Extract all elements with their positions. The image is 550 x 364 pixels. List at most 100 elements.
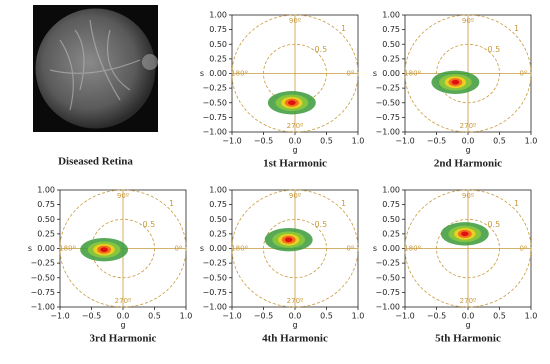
y-tick-label: −0.25	[375, 259, 400, 268]
angle-label: 180º	[231, 70, 248, 78]
x-tick-label: 0.0	[462, 312, 475, 321]
reference-circle	[59, 189, 187, 308]
reference-circle	[404, 189, 532, 308]
y-tick-label: 0.25	[382, 54, 400, 63]
y-tick-label: −0.75	[202, 113, 227, 122]
x-tick-label: 0.5	[148, 312, 161, 321]
circle-label: 0.5	[142, 220, 155, 229]
y-tick-label: 0.75	[209, 25, 227, 34]
angle-label: 270º	[287, 297, 304, 305]
circle-label: 0.5	[314, 45, 327, 54]
retina-image	[33, 5, 158, 132]
y-tick-label: −1.00	[30, 303, 55, 312]
y-axis-label: s	[200, 69, 204, 78]
phasor-plot: −1.0 −0.5 0.0 0.5 1.0 −1.00 −0.75 −0.50 −0.25 0.0…	[28, 186, 192, 345]
x-tick-label: −0.5	[82, 312, 101, 321]
density-blob	[284, 237, 293, 243]
y-tick-label: −0.75	[30, 288, 55, 297]
angle-label: 0º	[520, 245, 528, 253]
y-tick-label: 1.00	[382, 186, 400, 195]
y-tick-label: 0.75	[382, 25, 400, 34]
reference-circle	[231, 189, 359, 308]
x-tick-label: −0.5	[427, 312, 446, 321]
angle-label: 90º	[117, 192, 129, 200]
angle-label: 90º	[462, 17, 474, 25]
angle-label: 0º	[520, 70, 528, 78]
angle-label: 180º	[404, 70, 421, 78]
chart-title: 5th Harmonic	[435, 333, 501, 345]
y-axis-label: s	[28, 244, 32, 253]
angle-label: 90º	[462, 192, 474, 200]
circle-label: 1	[514, 199, 519, 208]
reference-circle	[404, 14, 532, 133]
phasor-plot: −1.0 −0.5 0.0 0.5 1.0 −1.00 −0.75 −0.50 −0.25 0.0…	[373, 11, 537, 170]
y-axis-label: s	[373, 244, 377, 253]
phasor-plot: −1.0 −0.5 0.0 0.5 1.0 −1.00 −0.75 −0.50 −0.25 0.0…	[200, 11, 364, 170]
x-tick-label: 1.0	[352, 137, 365, 146]
y-tick-label: −1.00	[375, 303, 400, 312]
y-tick-label: −0.50	[202, 98, 227, 107]
x-tick-label: 1.0	[525, 312, 538, 321]
density-blob	[451, 79, 460, 85]
circle-label: 1	[341, 24, 346, 33]
x-tick-label: −1.0	[50, 312, 69, 321]
y-tick-label: 1.00	[209, 186, 227, 195]
x-tick-label: −1.0	[395, 312, 414, 321]
y-tick-label: 1.00	[37, 186, 55, 195]
reference-circle	[436, 43, 500, 104]
x-axis-label: g	[120, 321, 125, 330]
x-tick-label: 0.5	[493, 137, 506, 146]
x-tick-label: 0.5	[493, 312, 506, 321]
x-tick-label: 0.5	[320, 312, 333, 321]
y-tick-label: 0.25	[209, 54, 227, 63]
y-tick-label: −0.25	[375, 84, 400, 93]
reference-circle	[263, 218, 327, 279]
y-tick-label: 0.00	[209, 69, 227, 78]
y-tick-label: −0.75	[202, 288, 227, 297]
y-tick-label: 0.50	[382, 215, 400, 224]
x-tick-label: −1.0	[222, 312, 241, 321]
angle-label: 0º	[347, 70, 355, 78]
angle-label: 270º	[115, 297, 132, 305]
y-tick-label: −0.25	[202, 84, 227, 93]
circle-label: 1	[169, 199, 174, 208]
angle-label: 180º	[59, 245, 76, 253]
y-tick-label: 0.00	[382, 244, 400, 253]
y-tick-label: 0.25	[209, 229, 227, 238]
image-caption: Diseased Retina	[58, 156, 133, 168]
chart-title: 3rd Harmonic	[90, 333, 157, 345]
chart-title: 1st Harmonic	[263, 158, 327, 170]
x-tick-label: −0.5	[254, 312, 273, 321]
phasor-plot: −1.0 −0.5 0.0 0.5 1.0 −1.00 −0.75 −0.50 −0.25 0.0…	[373, 186, 537, 345]
y-tick-label: 0.50	[209, 40, 227, 49]
y-tick-label: 0.00	[37, 244, 55, 253]
reference-circle	[231, 14, 359, 133]
angle-label: 270º	[460, 297, 477, 305]
y-tick-label: 0.50	[209, 215, 227, 224]
y-tick-label: 0.75	[382, 200, 400, 209]
angle-label: 270º	[460, 122, 477, 130]
y-tick-label: −0.25	[30, 259, 55, 268]
circle-label: 1	[514, 24, 519, 33]
density-blob	[100, 247, 108, 253]
x-tick-label: 0.0	[462, 137, 475, 146]
y-tick-label: −0.25	[202, 259, 227, 268]
chart-title: 2nd Harmonic	[434, 158, 502, 170]
x-tick-label: −0.5	[254, 137, 273, 146]
x-tick-label: 1.0	[180, 312, 193, 321]
y-tick-label: −0.75	[375, 288, 400, 297]
y-axis-label: s	[200, 244, 204, 253]
y-tick-label: −1.00	[202, 128, 227, 137]
y-tick-label: −0.75	[375, 113, 400, 122]
angle-label: 90º	[289, 17, 301, 25]
x-tick-label: −0.5	[427, 137, 446, 146]
y-axis-label: s	[373, 69, 377, 78]
angle-label: 0º	[175, 245, 183, 253]
x-tick-label: −1.0	[395, 137, 414, 146]
x-tick-label: −1.0	[222, 137, 241, 146]
x-axis-label: g	[292, 146, 297, 155]
angle-label: 180º	[404, 245, 421, 253]
y-tick-label: 0.25	[37, 229, 55, 238]
angle-label: 0º	[347, 245, 355, 253]
